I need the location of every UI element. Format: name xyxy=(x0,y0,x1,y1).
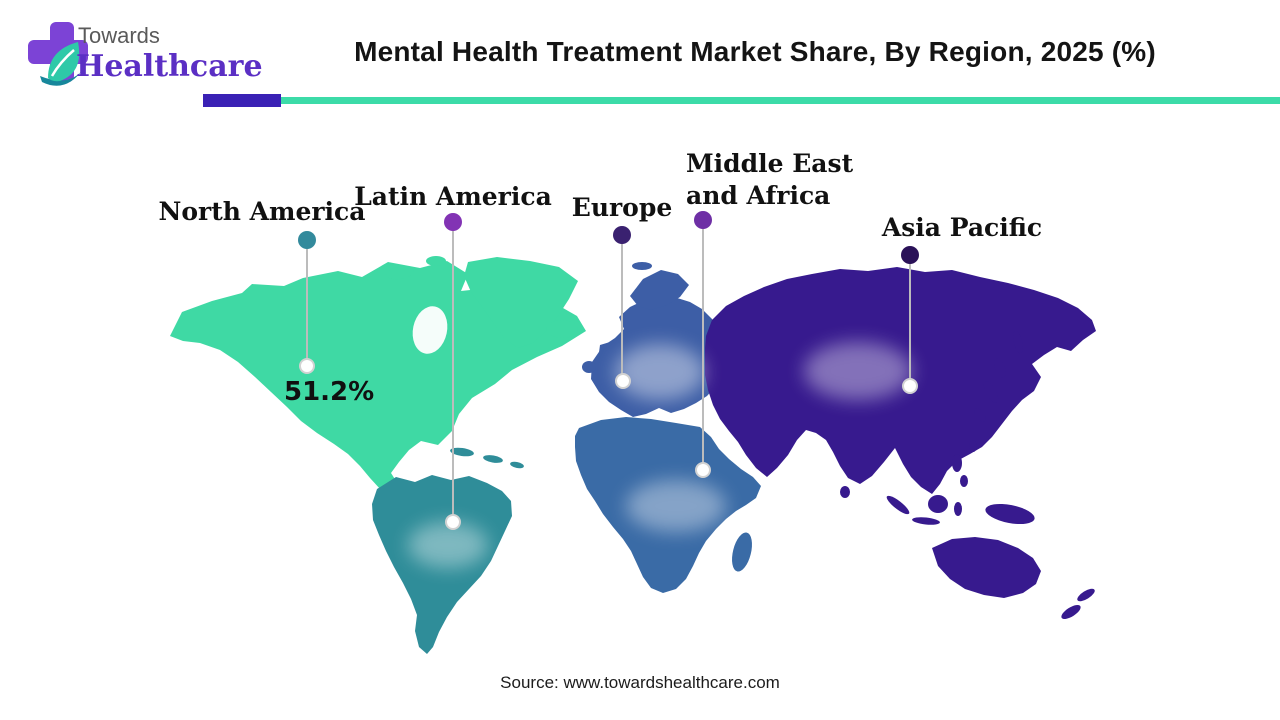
end-circle-asia-pacific xyxy=(902,378,918,394)
dot-latin-america xyxy=(444,213,462,231)
brand-logo: Towards Healthcare xyxy=(14,10,264,90)
brand-logo-icon: Towards Healthcare xyxy=(28,22,263,86)
brand-name-top: Towards xyxy=(78,23,160,48)
leader-line-asia-pacific xyxy=(909,263,911,380)
source-text: Source: www.towardshealthcare.com xyxy=(500,673,780,692)
label-asia-pacific: Asia Pacific xyxy=(881,213,1043,242)
leaf-icon xyxy=(40,42,84,86)
dot-europe xyxy=(613,226,631,244)
map-glow-highlights xyxy=(408,342,912,568)
label-mea: Middle East and Africa xyxy=(686,149,854,210)
end-circle-mea xyxy=(695,462,711,478)
brand-name-bottom: Healthcare xyxy=(76,49,263,84)
leader-line-latin-america xyxy=(452,230,454,515)
value-north-america: 51.2% xyxy=(284,377,375,407)
label-latin-america: Latin America xyxy=(354,182,552,211)
dot-north-america xyxy=(298,231,316,249)
end-circle-europe xyxy=(615,373,631,389)
label-north-america: North America xyxy=(158,197,366,226)
dot-mea xyxy=(694,211,712,229)
end-circle-north-america xyxy=(299,358,315,374)
leader-line-mea xyxy=(702,228,704,464)
label-europe: Europe xyxy=(571,193,673,222)
region-asia-pacific xyxy=(705,267,1096,619)
region-north-america xyxy=(170,256,586,497)
title-accent-line xyxy=(281,97,1280,104)
page-title: Mental Health Treatment Market Share, By… xyxy=(354,36,1156,67)
leader-line-europe xyxy=(621,243,623,375)
end-circle-latin-america xyxy=(445,514,461,530)
dot-asia-pacific xyxy=(901,246,919,264)
title-accent-bar xyxy=(203,94,281,107)
hudson-bay xyxy=(412,306,448,354)
leader-line-north-america xyxy=(306,248,308,360)
